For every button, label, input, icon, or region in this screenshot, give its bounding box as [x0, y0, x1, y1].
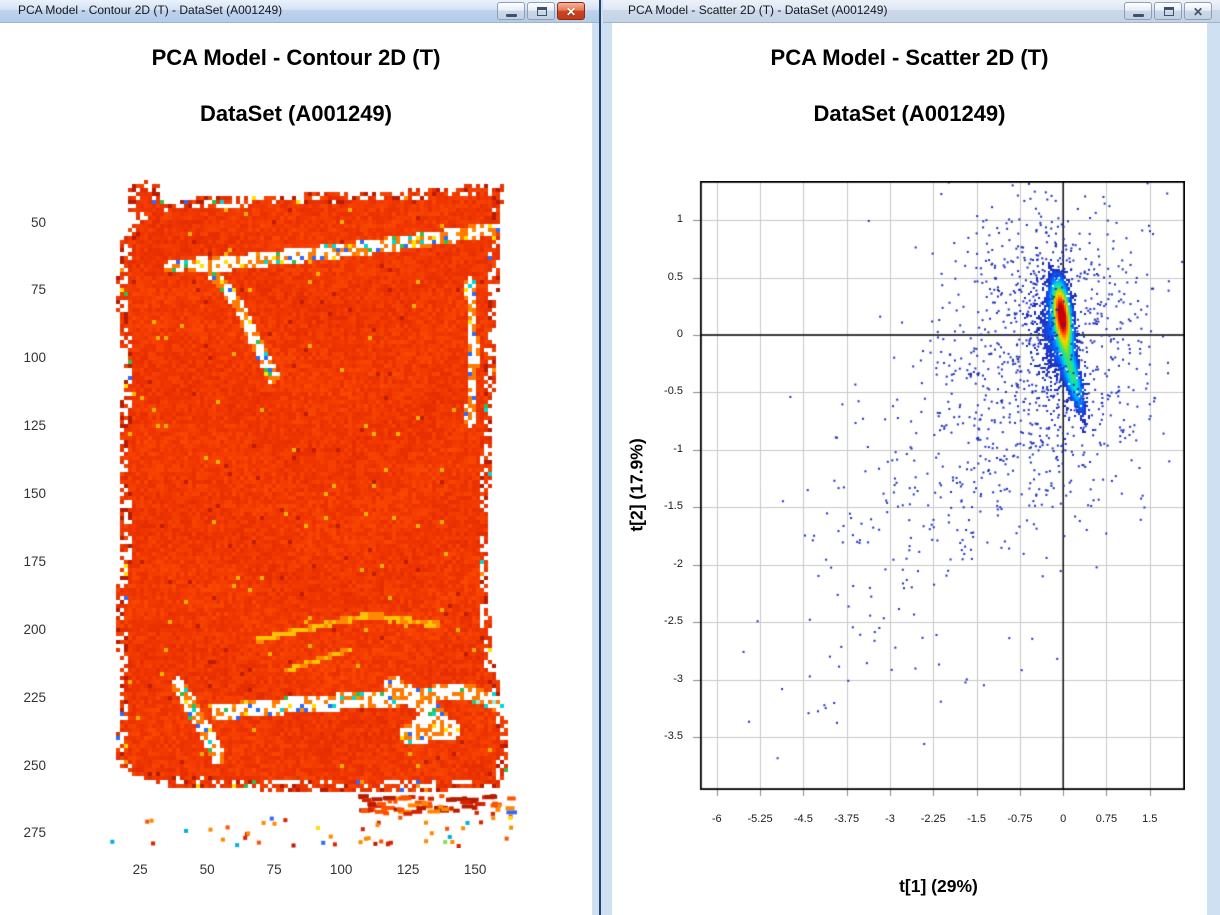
close-icon: ✕	[1192, 5, 1204, 19]
x-tick-label: 0	[1060, 813, 1067, 825]
y-tick-label: -3.5	[664, 730, 683, 743]
x-tick-label: -4.5	[793, 813, 813, 825]
y-tick-label: 0	[676, 327, 683, 340]
x-tick-label: 50	[199, 862, 215, 877]
scatter-window-title: PCA Model - Scatter 2D (T) - DataSet (A0…	[628, 3, 888, 17]
y-tick-label: 0.5	[667, 270, 683, 283]
y-tick-label: 250	[23, 757, 46, 773]
contour-titlebar[interactable]: PCA Model - Contour 2D (T) - DataSet (A0…	[0, 0, 599, 23]
x-tick-label: 100	[329, 862, 353, 877]
x-tick-label: -3.75	[834, 813, 860, 825]
y-tick-label: 225	[23, 689, 46, 705]
x-tick-label: -2.25	[920, 813, 946, 825]
close-icon: ✕	[565, 5, 577, 19]
y-tick-label: -0.5	[664, 385, 683, 398]
contour-plot-area[interactable]	[100, 172, 518, 848]
contour-plot-title: PCA Model - Contour 2D (T)	[151, 45, 441, 70]
scatter-plot-title: PCA Model - Scatter 2D (T)	[770, 45, 1049, 70]
minimize-button[interactable]	[497, 2, 525, 20]
y-tick-label: 1	[676, 213, 683, 226]
contour-window-controls: ✕	[497, 2, 585, 20]
x-tick-label: -3	[885, 813, 895, 825]
maximize-icon	[1164, 7, 1174, 16]
y-tick-label: 100	[23, 350, 46, 366]
y-tick-label: 175	[23, 553, 46, 569]
y-tick-label: 200	[23, 621, 46, 637]
scatter-titlebar[interactable]: PCA Model - Scatter 2D (T) - DataSet (A0…	[603, 0, 1220, 23]
scatter-y-axis-label: t[2] (17.9%)	[626, 438, 647, 532]
x-tick-label: -5.25	[747, 813, 773, 825]
x-tick-label: -6	[711, 813, 722, 825]
x-tick-label: 150	[463, 862, 487, 877]
y-tick-label: 275	[23, 825, 46, 841]
x-tick-label: -1.5	[967, 813, 987, 825]
scatter-plot-subtitle: DataSet (A001249)	[813, 101, 1006, 126]
x-tick-label: 0.75	[1095, 813, 1118, 825]
y-tick-label: 125	[23, 418, 46, 434]
minimize-button[interactable]	[1124, 2, 1152, 20]
x-tick-label: 125	[396, 862, 420, 877]
x-tick-label: 25	[132, 862, 148, 877]
minimize-icon	[506, 14, 517, 17]
scatter-window-controls: ✕	[1124, 2, 1212, 20]
maximize-button[interactable]	[1154, 2, 1182, 20]
x-tick-label: -0.75	[1007, 813, 1033, 825]
x-tick-label: 1.5	[1142, 813, 1158, 825]
y-tick-label: -1.5	[664, 500, 683, 513]
y-tick-label: 50	[30, 214, 46, 230]
y-tick-label: 150	[23, 486, 46, 502]
maximize-button[interactable]	[527, 2, 555, 20]
y-tick-label: 75	[30, 282, 46, 298]
x-tick-label: 75	[266, 862, 282, 877]
minimize-icon	[1133, 14, 1144, 17]
close-button[interactable]: ✕	[1184, 2, 1212, 20]
maximize-icon	[537, 7, 547, 16]
contour-plot-subtitle: DataSet (A001249)	[200, 101, 392, 126]
window-scatter-2d: PCA Model - Scatter 2D (T) - DataSet (A0…	[603, 0, 1220, 915]
y-tick-label: -3	[673, 672, 683, 685]
y-tick-label: -2	[673, 557, 683, 570]
scatter-x-axis-label: t[1] (29%)	[899, 876, 978, 896]
scatter-plot-area[interactable]	[692, 181, 1185, 798]
y-tick-label: -2.5	[664, 615, 683, 628]
y-tick-label: -1	[673, 442, 683, 455]
window-contour-2d: PCA Model - Contour 2D (T) - DataSet (A0…	[0, 0, 601, 915]
close-button[interactable]: ✕	[557, 2, 585, 20]
contour-window-title: PCA Model - Contour 2D (T) - DataSet (A0…	[18, 3, 283, 17]
